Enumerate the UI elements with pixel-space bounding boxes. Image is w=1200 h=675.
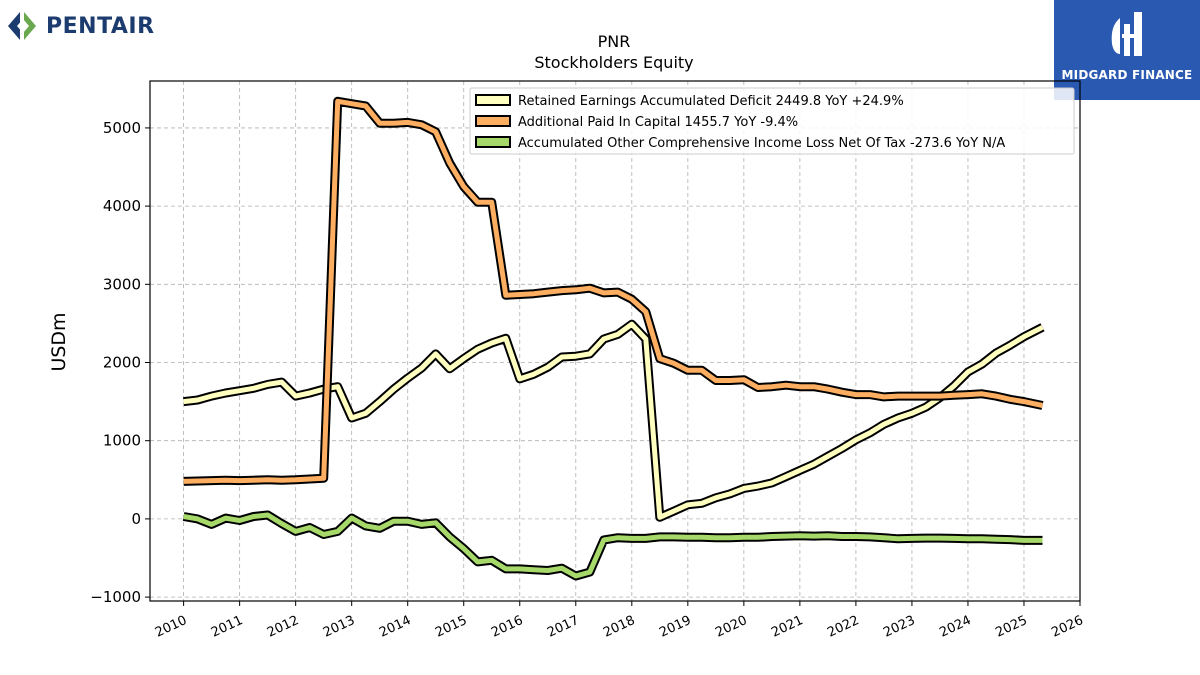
- x-tick-label: 2010: [153, 613, 189, 641]
- legend-swatch: [475, 136, 511, 148]
- y-tick-label: 0: [131, 510, 141, 528]
- series-line-2: [183, 98, 1044, 484]
- x-tick-label: 2022: [825, 613, 861, 641]
- x-tick-label: 2019: [657, 613, 693, 641]
- y-tick-label: 2000: [103, 354, 141, 372]
- plot-frame: [149, 80, 1081, 602]
- midgard-logo-icon: [1111, 12, 1142, 56]
- y-tick-label: 1000: [103, 432, 141, 450]
- x-tick-label: 2012: [265, 613, 301, 641]
- pentair-diamond-icon: [8, 12, 36, 40]
- x-tick-label: 2013: [321, 613, 357, 641]
- x-tick-label: 2020: [713, 613, 749, 641]
- x-tick-label: 2026: [1049, 613, 1085, 641]
- pentair-logo: PENTAIR: [6, 6, 155, 46]
- x-tick-label: 2014: [377, 613, 413, 641]
- legend-swatch: [475, 94, 511, 106]
- midgard-brand-name: MIDGARD FINANCE: [1061, 68, 1193, 82]
- chart-title: PNR: [598, 32, 631, 51]
- x-tick-label: 2025: [993, 613, 1029, 641]
- legend: Retained Earnings Accumulated Deficit 24…: [469, 87, 1075, 155]
- series-outline-1: [183, 319, 1045, 522]
- x-tick-label: 2021: [769, 613, 805, 641]
- x-tick-label: 2018: [601, 613, 637, 641]
- x-tick-label: 2011: [209, 613, 245, 641]
- y-tick-label: 5000: [103, 119, 141, 137]
- x-axis: 2010 2011 2012 2013 2014 2015 2016 2017 2018 2019…: [153, 601, 1086, 641]
- grid: [150, 81, 1081, 601]
- y-axis-label: USDm: [48, 312, 70, 371]
- midgard-finance-logo: MIDGARD FINANCE: [1054, 0, 1200, 100]
- x-tick-label: 2016: [489, 613, 525, 641]
- legend-label: Retained Earnings Accumulated Deficit 24…: [518, 94, 904, 109]
- pentair-brand-name: PENTAIR: [46, 13, 155, 39]
- series-line-3: [183, 512, 1043, 579]
- y-axis: −1000 0 1000 2000 3000 4000 5000: [90, 119, 150, 606]
- legend-swatch: [475, 115, 511, 127]
- y-tick-label: −1000: [90, 588, 141, 606]
- y-tick-label: 3000: [103, 275, 141, 293]
- series-line-1: [183, 321, 1044, 520]
- legend-label: Accumulated Other Comprehensive Income L…: [518, 136, 1005, 151]
- x-tick-label: 2023: [881, 613, 917, 641]
- legend-box: [469, 87, 1075, 155]
- series-outline-3: [182, 510, 1043, 581]
- x-tick-label: 2015: [433, 613, 469, 641]
- x-tick-label: 2017: [545, 613, 581, 641]
- legend-label: Additional Paid In Capital 1455.7 YoY -9…: [518, 115, 798, 130]
- x-tick-label: 2024: [937, 613, 973, 641]
- chart-subtitle: Stockholders Equity: [534, 53, 693, 72]
- y-tick-label: 4000: [103, 197, 141, 215]
- series-lines: [182, 96, 1045, 581]
